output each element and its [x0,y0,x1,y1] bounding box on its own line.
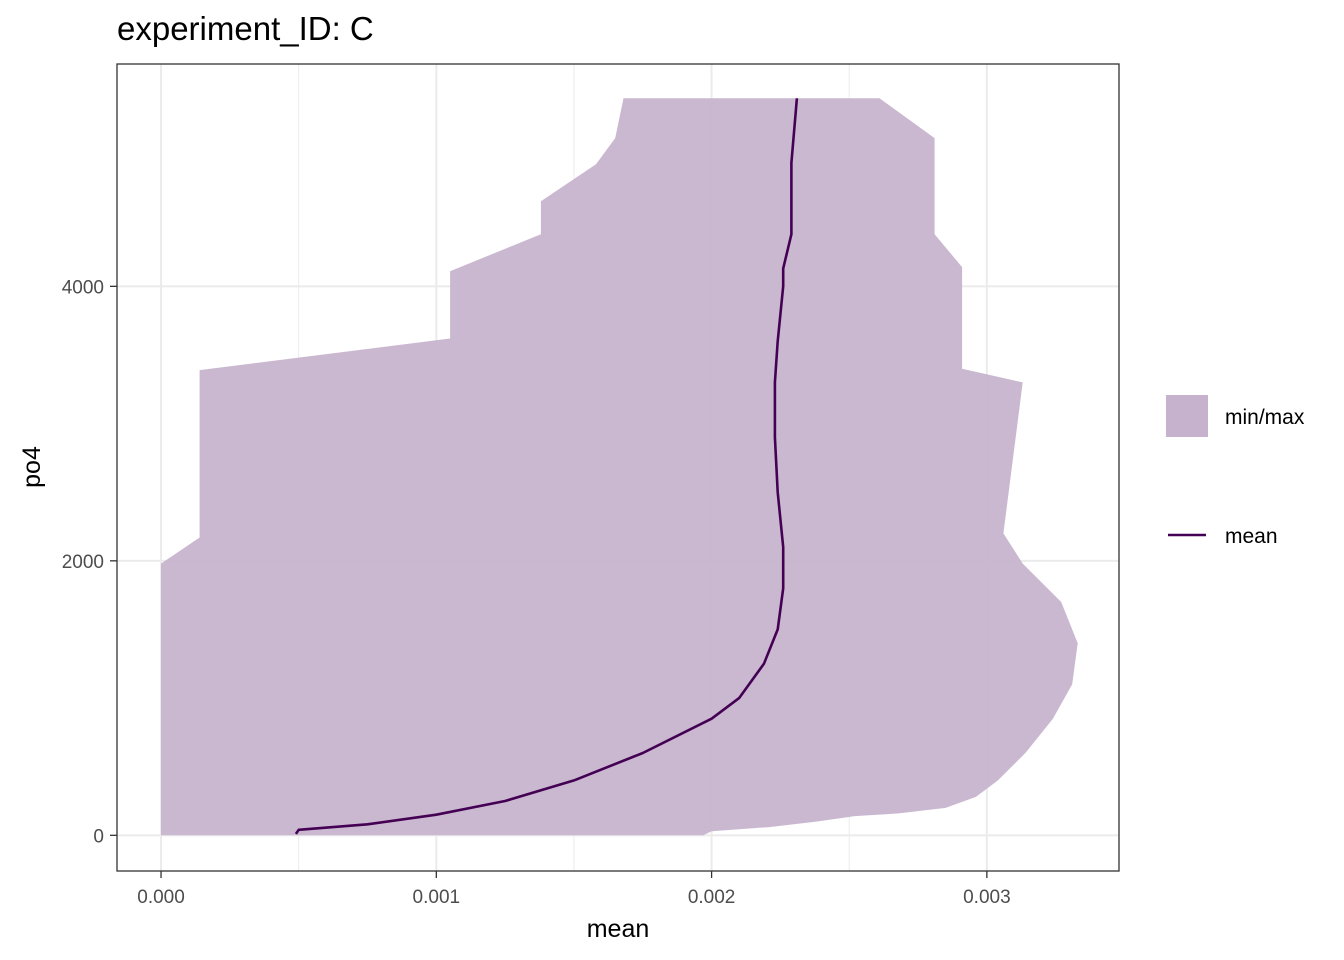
y-tick-label: 0 [93,826,104,847]
x-tick-label: 0.001 [413,887,461,908]
y-axis: 0 2000 4000 [62,277,117,847]
legend-label-mean: mean [1225,525,1278,548]
plot-panel [116,63,1120,872]
legend-key-min-max [1166,395,1208,437]
x-axis: 0.000 0.001 0.002 0.003 [137,871,1011,908]
y-axis-title: po4 [18,446,46,488]
x-tick-label: 0.003 [963,887,1011,908]
min-max-ribbon [161,98,1078,836]
y-tick-label: 2000 [62,552,104,573]
chart-title: experiment_ID: C [117,10,374,47]
x-tick-label: 0.002 [688,887,736,908]
x-axis-title: mean [587,915,650,943]
legend: min/max mean [1166,395,1305,548]
legend-label-min-max: min/max [1225,406,1305,429]
x-tick-label: 0.000 [137,887,185,908]
mean-line [294,98,799,835]
y-tick-label: 4000 [62,277,104,298]
panel-border [116,63,1120,872]
